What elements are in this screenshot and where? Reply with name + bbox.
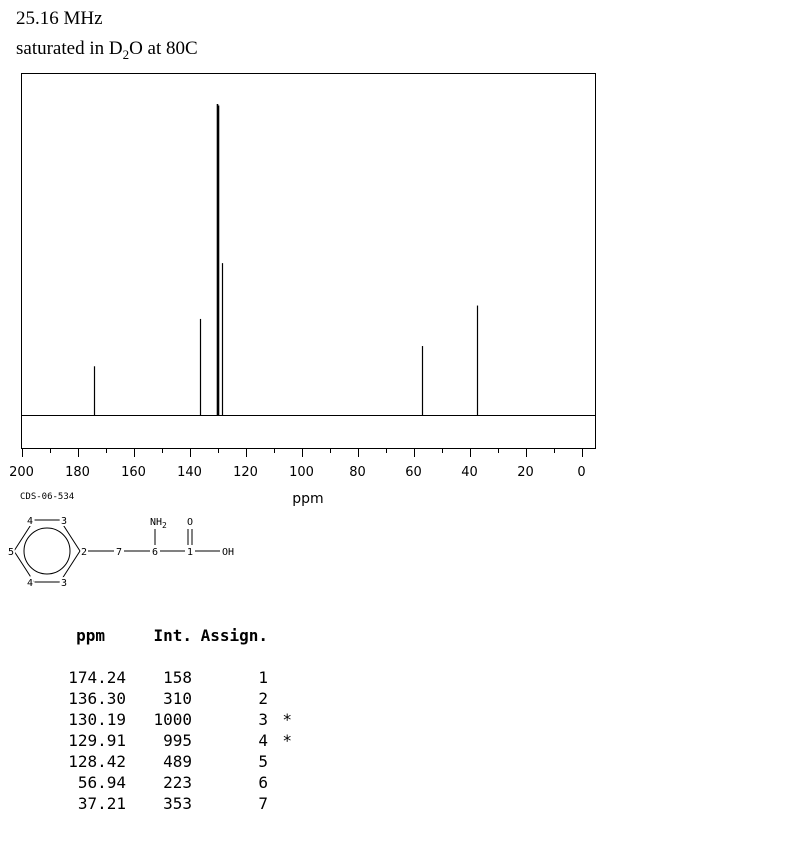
cell-int: 353 — [163, 794, 192, 813]
table-row: 130.19 1000 3 * — [50, 709, 292, 730]
solvent-conditions: saturated in D2O at 80C — [16, 38, 198, 63]
aromatic-circle — [23, 527, 71, 575]
atom-6: 6 — [152, 547, 158, 558]
x-tick-label: 40 — [461, 465, 478, 480]
peak-table-header: ppm Int. Assign. — [50, 624, 292, 646]
svg-text:5: 5 — [8, 547, 14, 558]
spectrometer-frequency: 25.16 MHz — [16, 8, 103, 29]
atom-3-top: 3 — [61, 516, 67, 527]
atom-hydroxyl: OH — [222, 547, 234, 558]
cell-mark — [268, 793, 292, 814]
table-row: 174.24 158 1 — [50, 667, 292, 688]
table-row: 128.42 489 5 — [50, 751, 292, 772]
cell-ppm: 174.24 — [68, 668, 126, 687]
cell-ppm: 56.94 — [77, 773, 126, 792]
x-tick-label: 200 — [9, 465, 34, 480]
header-ppm: ppm — [76, 625, 105, 645]
x-axis-title: ppm — [292, 491, 323, 507]
cell-mark — [268, 667, 292, 688]
nmr-spectrum-chart: 200 180 160 140 120 100 80 60 40 20 0 ppm — [9, 73, 596, 507]
atom-2: 2 — [81, 547, 87, 558]
table-row: 129.91 995 4 * — [50, 730, 292, 751]
cell-ppm: 129.91 — [68, 731, 126, 750]
x-tick-label: 100 — [289, 465, 314, 480]
cell-ppm: 136.30 — [68, 689, 126, 708]
table-row: 56.94 223 6 — [50, 772, 292, 793]
x-tick-label: 0 — [577, 465, 585, 480]
header-int: Int. — [153, 625, 192, 645]
cell-assign: 1 — [258, 668, 268, 687]
cell-int: 1000 — [153, 710, 192, 729]
x-tick-label: 60 — [405, 465, 422, 480]
atom-labels: 4 4 3 3 5 5 2 4 4 3 3 7 6 1 NH2 O OH — [6, 514, 234, 591]
atom-7: 7 — [116, 547, 122, 558]
atom-1: 1 — [187, 547, 193, 558]
peak-table: ppm Int. Assign. 174.24 158 1 136.30 310 2 130… — [50, 624, 292, 814]
x-tick-label: 160 — [121, 465, 146, 480]
atom-4-top: 4 — [27, 516, 33, 527]
cell-mark — [268, 772, 292, 793]
cds-code: CDS-06-534 — [20, 492, 75, 502]
molecule-structure: 4 4 3 3 5 5 2 4 4 3 3 7 6 1 NH2 O OH — [6, 514, 234, 591]
cell-int: 489 — [163, 752, 192, 771]
x-tick-label: 80 — [349, 465, 366, 480]
cell-int: 223 — [163, 773, 192, 792]
atom-4-bottom: 4 — [27, 578, 33, 589]
cell-assign: 5 — [258, 752, 268, 771]
x-tick-label: 140 — [177, 465, 202, 480]
peak-group — [93, 104, 479, 416]
cell-mark: * — [282, 731, 292, 750]
cell-int: 995 — [163, 731, 192, 750]
atom-nh2: NH2 — [150, 517, 167, 530]
svg-text:3: 3 — [61, 578, 67, 589]
svg-text:4: 4 — [27, 578, 33, 589]
cell-int: 158 — [163, 668, 192, 687]
x-tick-label: 180 — [65, 465, 90, 480]
header-assign: Assign. — [200, 625, 268, 645]
solvent-subscript: 2 — [122, 46, 130, 62]
atom-carbonyl-o: O — [187, 517, 193, 528]
x-tick-label: 120 — [233, 465, 258, 480]
cell-mark — [268, 751, 292, 772]
table-row: 37.21 353 7 — [50, 793, 292, 814]
plot-frame — [21, 73, 596, 449]
cell-assign: 4 — [258, 731, 268, 750]
cell-assign: 2 — [258, 689, 268, 708]
solvent-suffix: O at 80C — [129, 38, 198, 59]
svg-text:3: 3 — [61, 516, 67, 527]
cell-assign: 7 — [258, 794, 268, 813]
table-row: 136.30 310 2 — [50, 688, 292, 709]
solvent-prefix: saturated in D — [16, 38, 123, 59]
cell-assign: 3 — [258, 710, 268, 729]
cell-int: 310 — [163, 689, 192, 708]
cell-ppm: 130.19 — [68, 710, 126, 729]
cell-ppm: 37.21 — [77, 794, 126, 813]
atom-5: 5 — [8, 547, 14, 558]
svg-text:4: 4 — [27, 516, 33, 527]
cell-ppm: 128.42 — [68, 752, 126, 771]
atom-3-bottom: 3 — [61, 578, 67, 589]
cell-assign: 6 — [258, 773, 268, 792]
cell-mark — [268, 688, 292, 709]
x-axis-ticks: 200 180 160 140 120 100 80 60 40 20 0 — [9, 448, 586, 480]
cell-mark: * — [282, 710, 292, 729]
benzene-ring — [13, 519, 220, 583]
x-tick-label: 20 — [517, 465, 534, 480]
